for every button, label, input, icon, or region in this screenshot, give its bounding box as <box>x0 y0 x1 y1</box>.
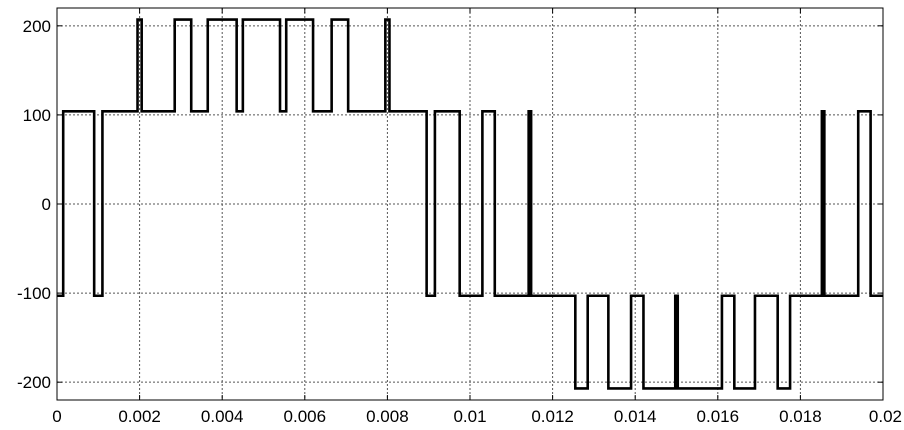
y-tick-labels: 200 100 0 -100 -200 <box>17 17 51 392</box>
x-tick-label: 0.008 <box>366 407 409 426</box>
grid <box>57 8 883 400</box>
tick-marks <box>56 8 884 400</box>
x-tick-label: 0 <box>52 407 61 426</box>
x-tick-label: 0.016 <box>697 407 740 426</box>
x-tick-label: 0.002 <box>118 407 161 426</box>
y-tick-label: 0 <box>42 195 51 214</box>
y-tick-label: 100 <box>23 106 51 125</box>
x-tick-label: 0.004 <box>201 407 244 426</box>
x-tick-label: 0.01 <box>453 407 486 426</box>
series-layer <box>57 18 883 390</box>
x-tick-label: 0.006 <box>284 407 327 426</box>
y-tick-label: -200 <box>17 373 51 392</box>
x-tick-label: 0.018 <box>779 407 822 426</box>
x-tick-label: 0.02 <box>869 407 902 426</box>
x-tick-labels: 0 0.002 0.004 0.006 0.008 0.01 0.012 0.014 0.016… <box>52 407 902 426</box>
x-tick-label: 0.012 <box>531 407 574 426</box>
y-tick-label: -100 <box>17 284 51 303</box>
series-line <box>57 18 883 390</box>
x-tick-label: 0.014 <box>614 407 657 426</box>
y-tick-label: 200 <box>23 17 51 36</box>
